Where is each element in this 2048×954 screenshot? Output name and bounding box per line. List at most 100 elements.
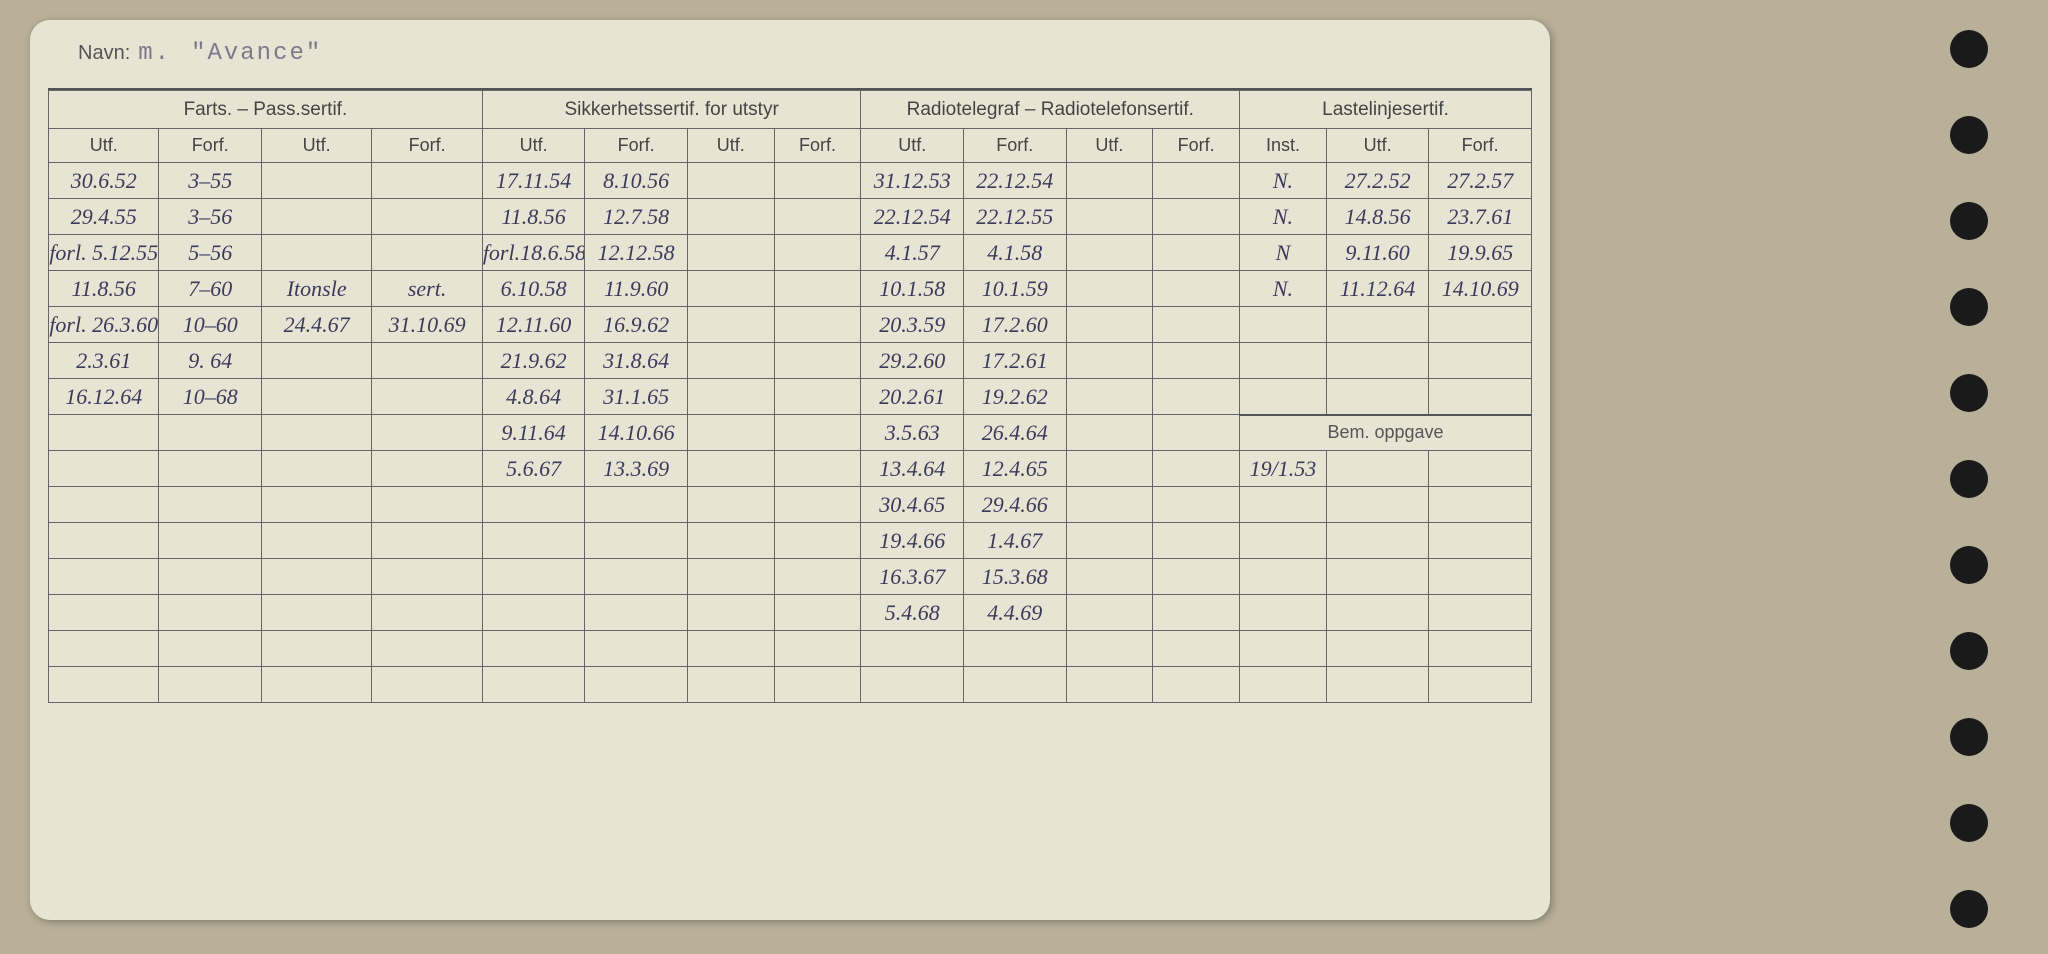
cell: 27.2.52 [1326,163,1429,199]
cell: 12.11.60 [482,307,585,343]
cell: 14.8.56 [1326,199,1429,235]
cell: 20.2.61 [861,379,964,415]
name-prefix: m. [138,40,171,67]
table-row: 16.3.6715.3.68 [49,559,1532,595]
cell: 19.2.62 [963,379,1066,415]
cell: Itonsle [261,271,371,307]
cell [774,235,861,271]
cell [1326,343,1429,379]
cell: 4.8.64 [482,379,585,415]
cell: 31.10.69 [372,307,482,343]
cell [49,487,159,523]
cell: 31.1.65 [585,379,688,415]
cell [482,559,585,595]
table-row: 29.4.553–5611.8.5612.7.5822.12.5422.12.5… [49,199,1532,235]
cell [774,631,861,667]
col-forf: Forf. [159,129,262,163]
cell [261,487,371,523]
cell: 17.11.54 [482,163,585,199]
cell [861,631,964,667]
cell [159,415,262,451]
col-utf: Utf. [482,129,585,163]
col-forf: Forf. [1429,129,1532,163]
cell [1429,667,1532,703]
cell: 9.11.64 [482,415,585,451]
col-forf: Forf. [585,129,688,163]
cell [1429,595,1532,631]
cell [774,379,861,415]
cell: 31.8.64 [585,343,688,379]
cell [159,487,262,523]
cell [687,271,774,307]
cell: 11.12.64 [1326,271,1429,307]
cell [159,451,262,487]
record-card: Navn: m. "Avance" Farts. – Pass.sertif. … [30,20,1550,920]
cell: forl. 5.12.55 [49,235,159,271]
cell [159,667,262,703]
section-farts: Farts. – Pass.sertif. [49,91,483,129]
col-forf: Forf. [774,129,861,163]
cell: 23.7.61 [1429,199,1532,235]
cell [1240,307,1327,343]
cell [49,523,159,559]
hole-icon [1950,460,1988,498]
cell [372,595,482,631]
cell: 20.3.59 [861,307,964,343]
hole-icon [1950,30,1988,68]
cell: N [1240,235,1327,271]
cell: 13.4.64 [861,451,964,487]
cell [1326,595,1429,631]
cell: 13.3.69 [585,451,688,487]
cell [585,559,688,595]
cell: 11.8.56 [482,199,585,235]
cell [774,271,861,307]
cell: N. [1240,271,1327,307]
cell [261,523,371,559]
cell: 19/1.53 [1240,451,1327,487]
cell: 17.2.60 [963,307,1066,343]
cell: 2.3.61 [49,343,159,379]
cell [585,487,688,523]
cell [372,163,482,199]
cell [49,415,159,451]
cell [372,487,482,523]
cell [372,631,482,667]
cell [1153,199,1240,235]
hole-icon [1950,288,1988,326]
table-row: 5.6.6713.3.6913.4.6412.4.6519/1.53 [49,451,1532,487]
cell [1429,523,1532,559]
cell [372,379,482,415]
cell [261,379,371,415]
cell [1066,595,1153,631]
cell: 16.3.67 [861,559,964,595]
cell [1066,271,1153,307]
cell [159,595,262,631]
cell [1153,667,1240,703]
cell [159,523,262,559]
cell [1153,595,1240,631]
cell [1153,451,1240,487]
name-value: "Avance" [191,40,322,67]
cell [261,343,371,379]
cell [687,631,774,667]
cell [1066,379,1153,415]
cell [687,199,774,235]
cell [687,523,774,559]
cell [159,631,262,667]
cell [963,631,1066,667]
cell [1429,343,1532,379]
table-row: 16.12.6410–684.8.6431.1.6520.2.6119.2.62 [49,379,1532,415]
cell [1326,667,1429,703]
cell [261,631,371,667]
table-row: 5.4.684.4.69 [49,595,1532,631]
cell [1153,379,1240,415]
hole-icon [1950,546,1988,584]
cell: 4.1.58 [963,235,1066,271]
cell [585,667,688,703]
cell: 11.9.60 [585,271,688,307]
cell [1066,163,1153,199]
cell [774,451,861,487]
hole-icon [1950,890,1988,928]
cell [963,667,1066,703]
cell [1429,487,1532,523]
